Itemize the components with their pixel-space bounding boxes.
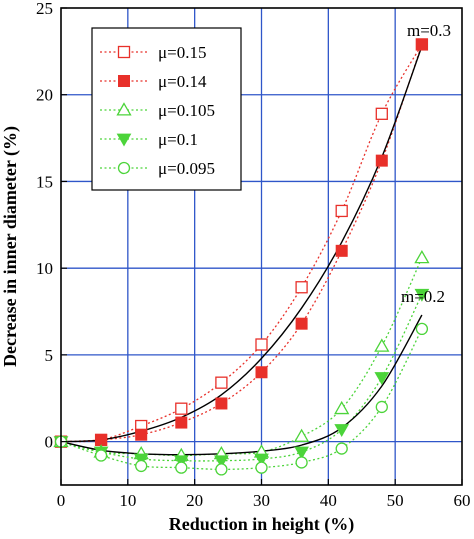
annotation-m-0-3: m=0.3 (407, 21, 451, 40)
data-point (94, 449, 108, 462)
data-point (335, 244, 348, 257)
data-point (295, 317, 308, 330)
data-point (175, 461, 188, 474)
data-point (255, 366, 268, 379)
data-point (255, 461, 268, 474)
data-point (215, 397, 228, 410)
legend-marker (117, 161, 131, 175)
data-point (375, 107, 388, 120)
y-tick-label: 5 (45, 346, 54, 365)
legend-label: μ=0.1 (158, 130, 198, 149)
data-point (334, 400, 350, 415)
x-tick-label: 50 (387, 491, 404, 510)
legend-label: μ=0.095 (158, 159, 215, 178)
x-tick-label: 30 (253, 491, 270, 510)
data-point (214, 455, 229, 469)
annotation-m-0-2: m=0.2 (401, 287, 445, 306)
data-point (414, 249, 430, 264)
data-point (95, 433, 108, 446)
series-points-4 (54, 322, 429, 476)
data-point (374, 372, 390, 385)
y-tick-label: 15 (36, 172, 53, 191)
y-tick-label: 0 (45, 433, 54, 452)
legend-box (91, 27, 242, 191)
y-tick-label: 25 (36, 0, 53, 18)
data-point (215, 376, 228, 389)
data-point (414, 288, 430, 302)
fit-curves (61, 45, 423, 456)
x-tick-label: 10 (119, 491, 136, 510)
y-tick-label: 10 (36, 259, 53, 278)
legend-marker (116, 102, 132, 116)
data-point (215, 463, 228, 476)
data-point (415, 322, 429, 336)
data-point (335, 442, 348, 455)
data-point (375, 154, 388, 167)
x-tick-label: 0 (57, 491, 66, 510)
x-tick-label: 60 (454, 491, 471, 510)
legend-label: μ=0.105 (158, 101, 215, 120)
fit-curve-1 (61, 314, 423, 456)
y-tick-label: 20 (36, 86, 53, 105)
data-point (135, 428, 148, 441)
series-points-1 (55, 38, 428, 448)
series-line-4 (61, 328, 423, 471)
data-point (375, 400, 388, 414)
legend: μ=0.15 μ=0.14 μ=0.105 μ=0.1 μ=0.095 (91, 27, 242, 191)
legend-marker (116, 133, 132, 147)
fit-curve-0 (61, 45, 423, 443)
x-tick-label: 20 (186, 491, 203, 510)
x-tick-label: 40 (320, 491, 337, 510)
legend-marker (118, 75, 130, 87)
series-line-3 (61, 293, 423, 462)
data-point (175, 416, 188, 429)
data-point (334, 424, 350, 438)
data-point (294, 446, 309, 460)
ticks: 0 10 20 30 40 50 60 0 5 10 15 20 25 (36, 0, 471, 510)
series-line-2 (61, 257, 423, 457)
x-axis-title: Reduction in height (%) (169, 514, 355, 535)
data-point (295, 456, 308, 469)
data-point (135, 459, 148, 473)
data-point (295, 281, 308, 294)
data-point (175, 402, 188, 415)
legend-label: μ=0.15 (158, 43, 206, 62)
data-point (374, 338, 390, 352)
y-axis-title: Decrease in inner diameter (%) (0, 126, 21, 367)
legend-marker (117, 45, 131, 59)
data-point (254, 453, 269, 467)
data-point (255, 338, 268, 351)
data-point (335, 204, 348, 218)
data-point (293, 428, 310, 442)
legend-label: μ=0.14 (158, 72, 207, 91)
data-point (415, 38, 428, 51)
